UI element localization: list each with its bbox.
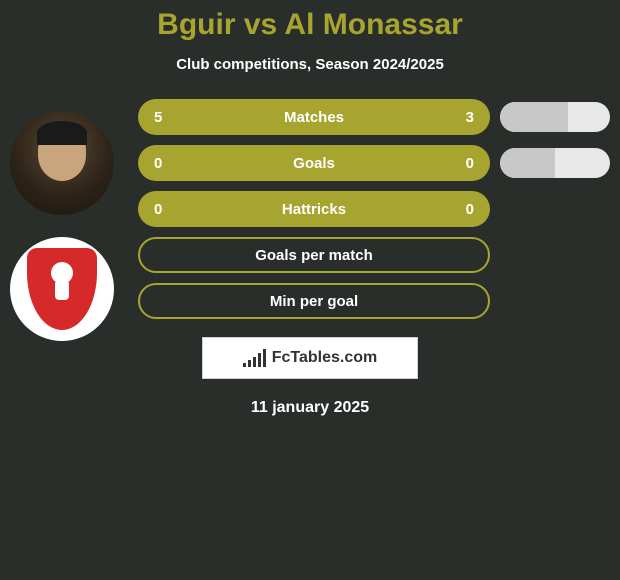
stat-value-left: 0 [154,201,162,218]
stat-value-right: 0 [466,201,474,218]
player1-avatar [10,111,114,215]
stat-row: Goals per match [138,237,610,273]
main-area: 5 Matches 3 0 Goals 0 0 Hattricks 0 Goals per mat… [0,99,620,319]
badge-bars-icon [243,349,266,367]
ratio-fill [500,102,568,132]
stat-value-right: 0 [466,155,474,172]
stat-pill: Min per goal [138,283,490,319]
ratio-bar [500,148,610,178]
stat-row: Min per goal [138,283,610,319]
stat-value-left: 5 [154,109,162,126]
infographic-container: Bguir vs Al Monassar Club competitions, … [0,0,620,580]
stat-pill: 5 Matches 3 [138,99,490,135]
stat-pill: 0 Hattricks 0 [138,191,490,227]
badge-bar [248,360,251,367]
ratio-bar [500,102,610,132]
stat-rows: 5 Matches 3 0 Goals 0 0 Hattricks 0 Goals per mat… [138,99,610,319]
avatar-column [10,111,114,341]
stat-value-right: 3 [466,109,474,126]
badge-bar [243,363,246,367]
stat-pill: 0 Goals 0 [138,145,490,181]
badge-text: FcTables.com [272,349,378,367]
date-label: 11 january 2025 [251,399,369,417]
stat-label: Hattricks [282,201,346,218]
stat-label: Matches [284,109,344,126]
stat-label: Min per goal [270,293,358,310]
badge-bar [263,349,266,367]
stat-row: 0 Hattricks 0 [138,191,610,227]
fctables-badge: FcTables.com [202,337,418,379]
club-shield-icon [27,248,97,330]
stat-row: 5 Matches 3 [138,99,610,135]
stat-row: 0 Goals 0 [138,145,610,181]
badge-bar [253,357,256,367]
ratio-fill [500,148,555,178]
stat-label: Goals [293,155,335,172]
stat-pill: Goals per match [138,237,490,273]
stat-value-left: 0 [154,155,162,172]
badge-bar [258,353,261,367]
page-title: Bguir vs Al Monassar [157,8,463,42]
player2-avatar [10,237,114,341]
stat-label: Goals per match [255,247,373,264]
page-subtitle: Club competitions, Season 2024/2025 [176,56,444,73]
